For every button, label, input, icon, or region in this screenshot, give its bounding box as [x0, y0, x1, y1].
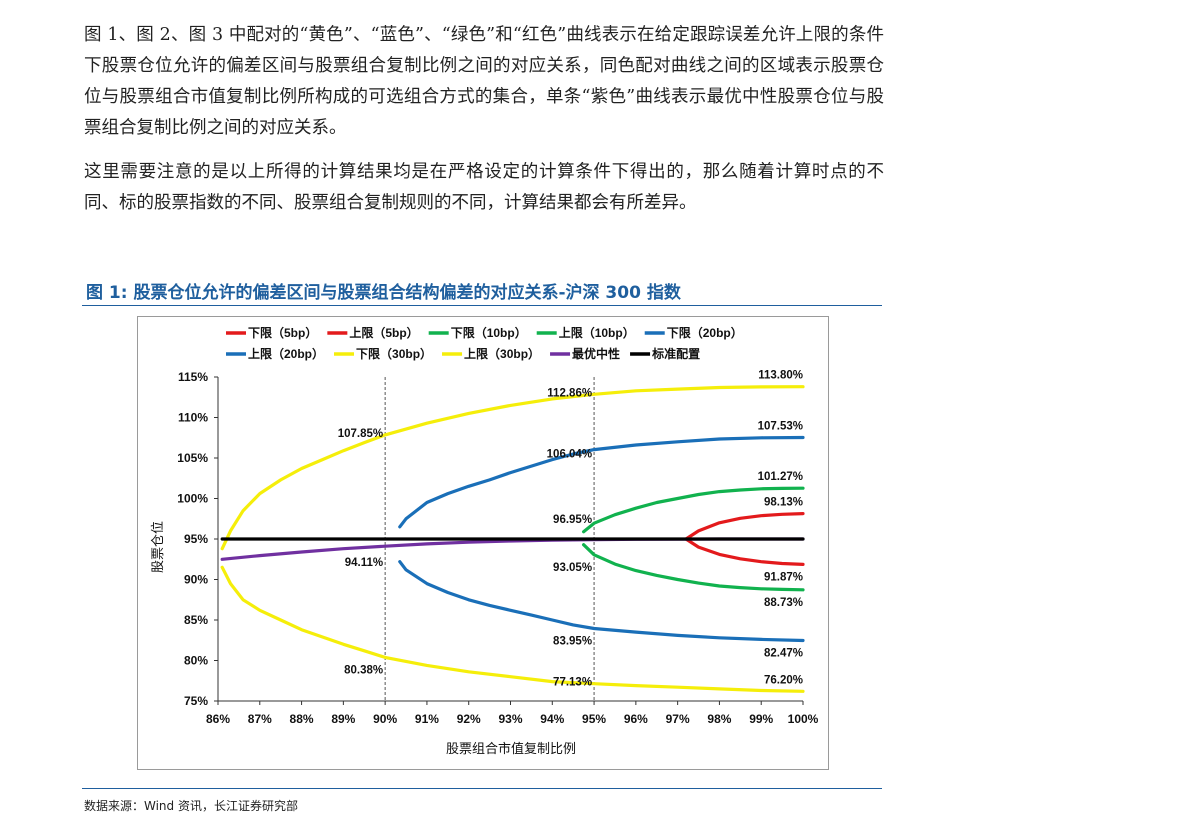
x-tick-label: 94%: [540, 712, 564, 726]
x-tick-label: 98%: [707, 712, 731, 726]
data-label: 77.13%: [553, 677, 592, 689]
data-label: 101.27%: [758, 471, 803, 483]
series-line-0: [684, 537, 805, 566]
y-tick-label: 75%: [184, 694, 208, 708]
axes: 75% 80% 85% 90% 95% 100% 105% 110% 115% 86% 87% 88%…: [177, 370, 818, 726]
y-tick-label: 85%: [184, 613, 208, 627]
source-note: 数据来源：Wind 资讯，长江证券研究部: [84, 799, 298, 813]
series-line-1: [684, 512, 805, 541]
x-tick-label: 90%: [373, 712, 397, 726]
legend-label: 上限（30bp）: [464, 346, 540, 361]
y-tick-label: 95%: [184, 532, 208, 546]
bottom-rule: [82, 788, 882, 789]
legend-label: 标准配置: [651, 346, 700, 361]
y-tick-label: 80%: [184, 654, 208, 668]
top-rule: [82, 305, 882, 306]
chart-frame: 下限（5bp） 上限（5bp） 下限（10bp） 上限（10bp） 下限（20bp） 上限…: [137, 316, 829, 770]
y-axis-label: 股票仓位: [150, 521, 165, 573]
legend-label: 下限（5bp）: [248, 325, 317, 340]
x-tick-label: 99%: [749, 712, 773, 726]
legend: 下限（5bp） 上限（5bp） 下限（10bp） 上限（10bp） 下限（20bp） 上限…: [226, 325, 743, 361]
data-label: 94.11%: [345, 557, 383, 569]
data-label: 93.05%: [553, 562, 592, 574]
y-tick-label: 100%: [177, 492, 208, 506]
x-tick-label: 87%: [248, 712, 272, 726]
x-tick-label: 97%: [666, 712, 690, 726]
legend-label: 上限（5bp）: [349, 325, 418, 340]
data-label: 112.86%: [547, 387, 592, 399]
data-label: 113.80%: [758, 370, 803, 382]
series-line-4: [398, 560, 805, 643]
series-line-2: [582, 543, 805, 592]
x-tick-label: 95%: [582, 712, 606, 726]
data-label: 83.95%: [553, 636, 592, 648]
data-label: 80.38%: [344, 664, 383, 676]
x-tick-label: 86%: [206, 712, 230, 726]
legend-label: 上限（20bp）: [248, 346, 324, 361]
series-line-5: [398, 435, 805, 529]
data-label: 96.95%: [553, 514, 592, 526]
series-line-8: [220, 537, 805, 561]
x-tick-label: 89%: [331, 712, 355, 726]
y-tick-label: 115%: [178, 370, 208, 384]
x-tick-label: 100%: [788, 712, 819, 726]
x-tick-label: 88%: [290, 712, 314, 726]
data-label: 88.73%: [764, 597, 803, 609]
x-tick-label: 96%: [624, 712, 648, 726]
data-label: 98.13%: [764, 497, 803, 509]
x-tick-label: 93%: [498, 712, 522, 726]
series-lines: [220, 385, 805, 693]
legend-label: 下限（20bp）: [667, 325, 743, 340]
data-labels: 113.80% 112.86% 107.85% 107.53% 106.04% 101.2…: [338, 370, 803, 689]
data-label: 106.04%: [547, 449, 592, 461]
figure-title: 图 1: 股票仓位允许的偏差区间与股票组合结构偏差的对应关系-沪深 300 指数: [86, 283, 681, 303]
x-tick-label: 91%: [415, 712, 439, 726]
y-tick-label: 110%: [178, 411, 208, 425]
data-label: 107.53%: [758, 421, 803, 433]
data-label: 82.47%: [764, 647, 803, 659]
y-tick-label: 105%: [177, 451, 208, 465]
legend-label: 下限（10bp）: [451, 325, 527, 340]
legend-label: 最优中性: [572, 346, 620, 361]
data-label: 107.85%: [338, 428, 383, 440]
x-tick-label: 92%: [457, 712, 481, 726]
legend-label: 下限（30bp）: [356, 346, 432, 361]
series-line-3: [582, 486, 805, 534]
x-axis-label: 股票组合市值复制比例: [446, 741, 576, 756]
series-line-7: [220, 385, 805, 551]
y-tick-label: 90%: [184, 573, 208, 587]
chart-svg: 下限（5bp） 上限（5bp） 下限（10bp） 上限（10bp） 下限（20bp） 上限…: [150, 325, 819, 756]
series-line-6: [220, 565, 805, 693]
paragraph-2: 这里需要注意的是以上所得的计算结果均是在严格设定的计算条件下得出的，那么随着计算…: [84, 162, 884, 213]
legend-label: 上限（10bp）: [559, 325, 635, 340]
data-label: 76.20%: [764, 674, 803, 686]
data-label: 91.87%: [764, 571, 803, 583]
paragraph-1: 图 1、图 2、图 3 中配对的“黄色”、“蓝色”、“绿色”和“红色”曲线表示在…: [84, 25, 884, 138]
